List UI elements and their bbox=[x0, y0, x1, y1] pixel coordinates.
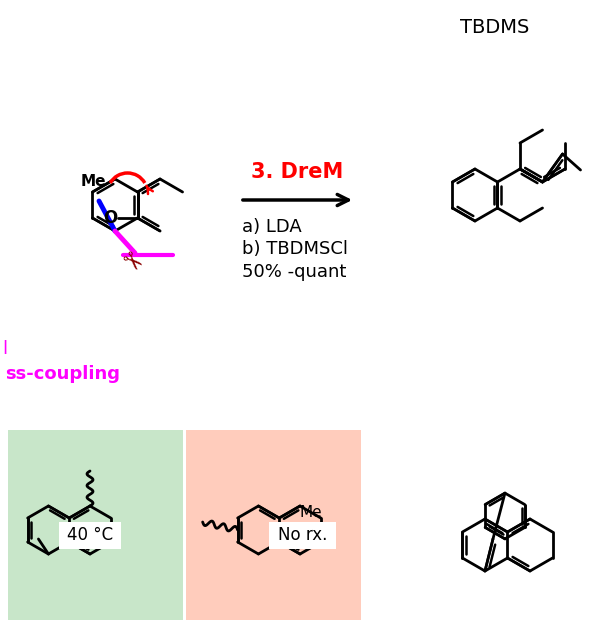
FancyBboxPatch shape bbox=[186, 430, 361, 620]
Text: No rx.: No rx. bbox=[278, 526, 328, 544]
Text: ss-coupling: ss-coupling bbox=[5, 365, 120, 383]
Text: ✂: ✂ bbox=[115, 247, 146, 279]
Text: 50% -quant: 50% -quant bbox=[242, 263, 346, 281]
FancyBboxPatch shape bbox=[8, 430, 183, 620]
Text: a) LDA: a) LDA bbox=[242, 218, 302, 236]
Text: 3. DreM: 3. DreM bbox=[251, 162, 344, 182]
Text: 40 °C: 40 °C bbox=[67, 526, 113, 544]
Text: l: l bbox=[2, 340, 7, 358]
Text: TBDMS: TBDMS bbox=[460, 18, 529, 37]
Text: Me: Me bbox=[299, 505, 322, 520]
Text: b) TBDMSCl: b) TBDMSCl bbox=[242, 240, 348, 258]
Text: Me: Me bbox=[80, 174, 106, 189]
FancyBboxPatch shape bbox=[269, 522, 336, 549]
FancyBboxPatch shape bbox=[59, 522, 121, 549]
Text: O: O bbox=[103, 209, 118, 227]
